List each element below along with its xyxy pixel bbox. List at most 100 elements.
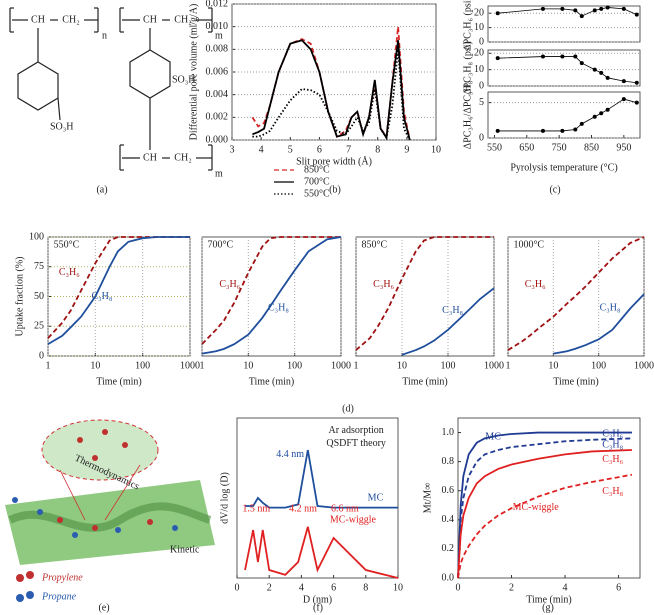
x-tick-label: 1 [506, 360, 511, 371]
series-label: C₃H₈ [602, 486, 623, 497]
y-tick-label: 20 [474, 7, 484, 18]
series-line [252, 39, 411, 141]
x-tick-label: 850 [584, 142, 599, 153]
x-tick-label: 3 [230, 144, 235, 155]
x-tick-label: 7 [346, 144, 351, 155]
data-point [573, 8, 578, 13]
series-line [244, 526, 399, 579]
series-label: C₃H₆ [602, 454, 623, 465]
x-tick-label: 2 [267, 582, 272, 593]
annotation: 550°C [54, 240, 80, 251]
y-tick-label: 10 [474, 22, 484, 33]
series-line [201, 236, 341, 345]
y-tick-label: 100 [29, 231, 44, 242]
x-axis-label: D (nm) [303, 594, 332, 605]
data-point [579, 61, 584, 66]
series-line [355, 236, 494, 351]
y-tick-label: 0.008 [206, 44, 229, 55]
series-label: MC [368, 492, 384, 503]
x-axis-label: Time (min) [526, 594, 571, 605]
series-line [457, 449, 633, 579]
panel-label: (a) [96, 184, 107, 195]
series-label: C₃H₆ [525, 279, 546, 290]
y-tick-label: 0.6 [442, 485, 455, 496]
x-tick-label: 8 [375, 144, 380, 155]
data-point [621, 79, 626, 84]
data-point [605, 75, 610, 80]
legend-label: 550°C [304, 188, 330, 199]
data-point [540, 6, 545, 11]
y-tick-label: 10 [474, 64, 484, 75]
series-label: MC-wiggle [330, 515, 377, 526]
data-point [540, 128, 545, 133]
x-axis-label: Time (min) [402, 376, 447, 387]
x-tick-label: 10 [397, 360, 407, 371]
atom-label: CH₂ [62, 14, 79, 25]
series-label: C₃H₆ [602, 428, 623, 439]
x-tick-label: 6 [331, 582, 336, 593]
data-point [599, 6, 604, 11]
series-label: C₃H₈ [92, 291, 113, 302]
repeat-label: n [102, 30, 107, 41]
x-tick-label: 1000 [484, 360, 504, 371]
data-point [573, 54, 578, 59]
atom-label: CH [143, 14, 157, 25]
x-tick-label: 1 [354, 360, 359, 371]
x-tick-label: 10 [243, 360, 253, 371]
x-tick-label: 6 [317, 144, 322, 155]
annotation: QSDFT theory [326, 438, 386, 449]
x-tick-label: 1 [46, 360, 51, 371]
series-line [497, 7, 637, 17]
y-tick-label: 0.2 [442, 543, 455, 554]
data-point [579, 121, 584, 126]
x-axis-label: Slit pore width (Å) [296, 155, 372, 167]
y-axis-label: dV/d log (D) [219, 472, 230, 524]
plot-frame [507, 236, 645, 357]
x-tick-label: 100 [591, 360, 606, 371]
plot-frame [201, 236, 342, 357]
atom-label: CH [143, 152, 157, 163]
series-label: C₃H₈ [268, 303, 289, 314]
data-point [599, 70, 604, 75]
data-point [634, 100, 639, 105]
series-label: C₃H₈ [602, 439, 623, 450]
data-point [560, 6, 565, 11]
series-line [201, 236, 342, 355]
x-tick-label: 10 [548, 360, 558, 371]
y-tick-label: 0.012 [206, 0, 229, 9]
annotation: 6.6 nm [331, 503, 359, 514]
x-tick-label: 750 [552, 142, 567, 153]
y-tick-label: 0.002 [206, 112, 229, 123]
annotation: 4.2 nm [289, 503, 317, 514]
x-tick-label: 650 [519, 142, 534, 153]
data-point [573, 127, 578, 132]
y-tick-label: 20 [474, 48, 484, 59]
atom-label: CH₂ [174, 152, 191, 163]
series-line [553, 293, 645, 355]
repeat-label: m [215, 30, 223, 41]
annotation: MC [485, 431, 501, 442]
atom-label: SO₃H [172, 74, 196, 85]
atom-label: CH [31, 14, 45, 25]
series-line [245, 449, 398, 509]
legend-label: 850°C [304, 164, 330, 175]
data-point [592, 67, 597, 72]
y-tick-label: 75 [34, 261, 44, 272]
series-label: C₃H₈ [600, 303, 621, 314]
y-axis-label: Uptake fraction (%) [14, 257, 25, 337]
x-tick-label: 6 [616, 582, 621, 593]
x-tick-label: 950 [616, 142, 631, 153]
series-line [507, 236, 645, 351]
y-axis-label: Differential pore volume (ml/g/A) [188, 4, 199, 141]
x-tick-label: 9 [404, 144, 409, 155]
panel-label: (e) [98, 602, 109, 613]
y-tick-label: 0.004 [206, 89, 229, 100]
annotation: Ar adsorption [328, 425, 383, 436]
plot-frame [487, 5, 641, 43]
atom-label: SO₃H [50, 121, 74, 132]
data-point [605, 5, 610, 10]
plot-frame [236, 417, 399, 579]
y-tick-label: 0.000 [206, 134, 229, 145]
y-tick-label: 0.4 [442, 514, 455, 525]
